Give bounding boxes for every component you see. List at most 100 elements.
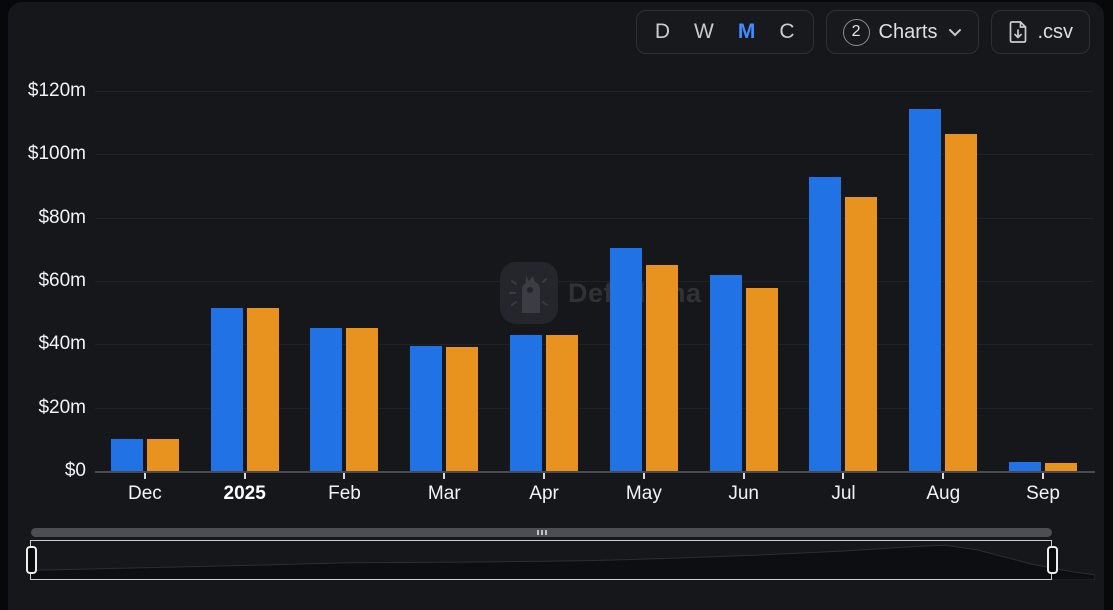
y-tick-label-$100m: $100m	[27, 143, 86, 165]
month-group-Jul	[794, 91, 894, 471]
month-group-2025	[195, 91, 295, 471]
brush-selection[interactable]	[26, 540, 1058, 580]
x-axis-tick	[443, 473, 446, 479]
gridline-$20m	[95, 407, 1093, 409]
x-tick-label-Sep: Sep	[1026, 483, 1060, 504]
bar-2025-blue[interactable]	[210, 307, 243, 471]
x-axis-tick	[742, 473, 745, 479]
x-axis-tick	[1042, 473, 1045, 479]
x-axis-tick	[343, 473, 346, 479]
month-group-Dec	[95, 91, 195, 471]
bar-Dec-blue[interactable]	[110, 439, 143, 471]
bar-Aug-blue[interactable]	[909, 108, 942, 471]
bar-Jul-orange[interactable]	[845, 197, 878, 471]
bar-Aug-orange[interactable]	[945, 134, 978, 471]
gridline-$60m	[95, 281, 1093, 282]
x-axis-tick	[842, 473, 845, 479]
y-tick-label-$60m: $60m	[38, 270, 86, 291]
csv-label: .csv	[1037, 20, 1073, 43]
chevron-down-icon	[948, 28, 962, 37]
bar-May-blue[interactable]	[609, 248, 642, 471]
scrollbar-grip-icon	[536, 530, 539, 535]
bar-Feb-orange[interactable]	[346, 327, 379, 471]
charts-dropdown[interactable]: 2 Charts	[825, 10, 980, 54]
month-group-May	[594, 91, 694, 471]
charts-dropdown-label: Charts	[878, 20, 938, 43]
x-axis-tick	[642, 473, 645, 479]
bar-Sep-orange[interactable]	[1045, 463, 1078, 471]
x-axis-labels: Dec 2025 Feb Mar Apr May Jun Jul Aug Sep	[95, 473, 1093, 505]
x-label-col-Jul: Jul	[794, 473, 894, 505]
bar-Jun-orange[interactable]	[745, 288, 778, 471]
download-file-icon	[1008, 21, 1028, 43]
x-label-col-Jun: Jun	[694, 473, 794, 505]
y-tick-label-$120m: $120m	[27, 80, 86, 101]
bar-Mar-orange[interactable]	[446, 346, 479, 471]
month-group-Jun	[694, 91, 794, 471]
y-tick-label-$0: $0	[64, 460, 86, 481]
x-tick-label-Apr: Apr	[529, 483, 559, 504]
x-axis-tick	[243, 473, 246, 479]
x-label-col-Mar: Mar	[394, 473, 494, 505]
x-tick-label-Dec: Dec	[128, 483, 162, 504]
gridline-$100m	[95, 154, 1093, 156]
bar-Feb-blue[interactable]	[310, 327, 343, 471]
y-tick-label-$20m: $20m	[38, 396, 86, 418]
timeframe-button-C[interactable]: C	[769, 11, 804, 53]
x-label-col-Apr: Apr	[494, 473, 594, 505]
x-axis-tick	[143, 473, 146, 479]
x-tick-label-May: May	[625, 483, 662, 504]
x-label-col-2025: 2025	[195, 473, 295, 505]
x-axis-tick	[543, 473, 546, 479]
y-tick-label-$80m: $80m	[38, 206, 86, 228]
x-tick-label-Jul: Jul	[831, 483, 856, 504]
gridline-$120m	[95, 91, 1093, 92]
month-group-Apr	[494, 91, 594, 471]
x-label-col-Dec: Dec	[95, 473, 195, 505]
bars-area	[95, 91, 1093, 471]
x-label-col-Aug: Aug	[893, 473, 993, 505]
bar-Apr-blue[interactable]	[510, 334, 543, 471]
bar-2025-orange[interactable]	[246, 307, 279, 471]
x-axis-line	[95, 471, 1095, 473]
scrollbar-grip-icon	[540, 530, 543, 535]
brush-minimap[interactable]	[26, 540, 1095, 580]
gridline-$40m	[95, 344, 1093, 346]
x-label-col-Feb: Feb	[295, 473, 395, 505]
month-group-Feb	[295, 91, 395, 471]
timeframe-button-D[interactable]: D	[645, 11, 680, 53]
bar-Jul-blue[interactable]	[809, 176, 842, 471]
x-tick-label-Mar: Mar	[427, 483, 461, 504]
month-group-Aug	[893, 91, 993, 471]
bar-May-orange[interactable]	[645, 264, 678, 471]
y-tick-label-$40m: $40m	[38, 333, 86, 355]
month-group-Sep	[993, 91, 1093, 471]
brush-left-handle[interactable]	[26, 546, 37, 574]
timeframe-button-W[interactable]: W	[684, 11, 724, 53]
bar-chart: $0$20m$40m$60m$80m$100m$120m DefiLla	[8, 2, 1104, 610]
brush-right-handle[interactable]	[1047, 546, 1058, 574]
defillama-logo-icon	[500, 261, 558, 325]
gridline-$80m	[95, 217, 1093, 219]
x-label-col-Sep: Sep	[993, 473, 1093, 505]
x-axis-tick	[942, 473, 945, 479]
bar-Sep-blue[interactable]	[1009, 462, 1042, 471]
scrollbar-grip-icon	[544, 530, 547, 535]
x-tick-label-Aug: Aug	[926, 483, 961, 504]
timeframe-button-M[interactable]: M	[728, 11, 766, 53]
x-tick-label-Feb: Feb	[328, 483, 361, 504]
minimap-area-chart	[30, 544, 1095, 580]
bar-Jun-blue[interactable]	[709, 274, 742, 471]
horizontal-scrollbar[interactable]	[31, 528, 1052, 537]
csv-download-button[interactable]: .csv	[991, 10, 1090, 54]
month-group-Mar	[394, 91, 494, 471]
x-label-col-May: May	[594, 473, 694, 505]
charts-count-badge: 2	[842, 18, 870, 46]
bar-Apr-orange[interactable]	[546, 335, 579, 471]
x-tick-label-2025: 2025	[223, 483, 266, 504]
bar-Dec-orange[interactable]	[146, 439, 179, 471]
bar-Mar-blue[interactable]	[410, 346, 443, 471]
